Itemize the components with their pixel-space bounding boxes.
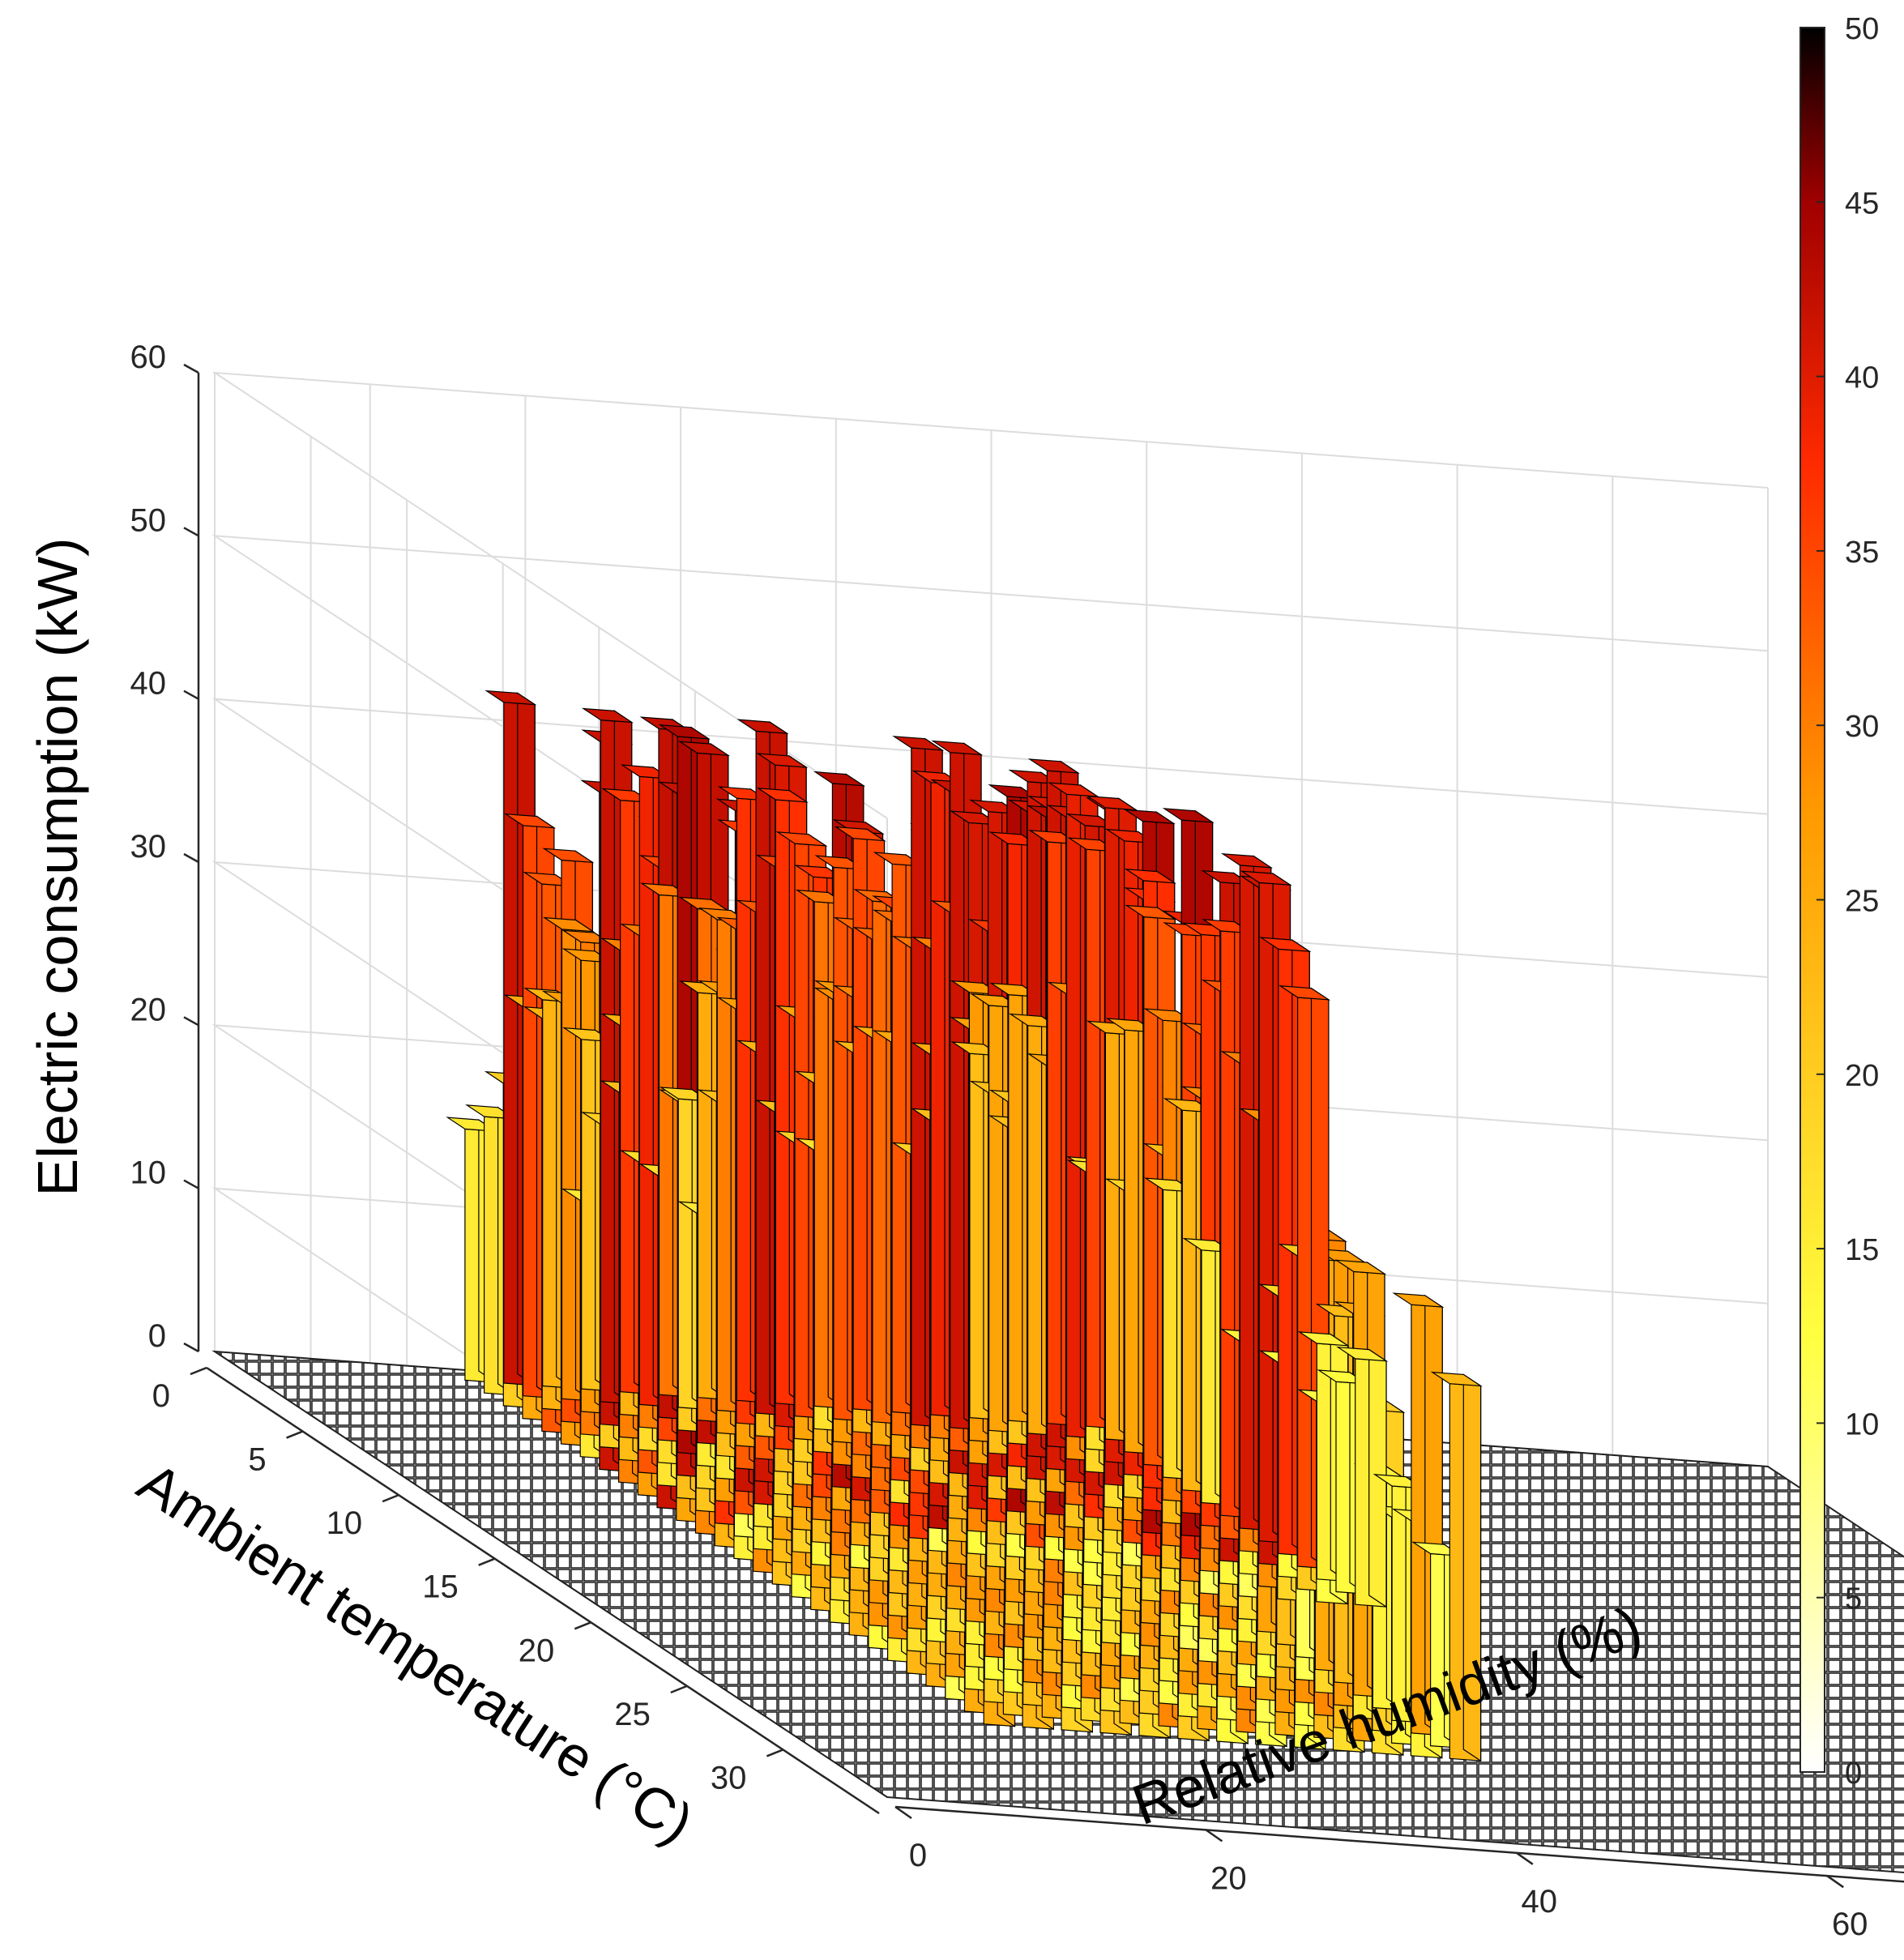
bar-top — [1220, 853, 1273, 869]
y-tick-mark — [766, 1749, 783, 1757]
bar-top — [1124, 869, 1176, 884]
bar-top — [1336, 1346, 1389, 1362]
colorbar-tick-label: 0 — [1845, 1757, 1862, 1791]
y-tick-label: 5 — [248, 1442, 266, 1478]
z-tick-mark — [183, 1342, 199, 1353]
bar-top — [1125, 904, 1177, 920]
bar-top — [1162, 808, 1215, 823]
bar-top — [581, 707, 634, 724]
bar-top — [1334, 1259, 1387, 1275]
y-tick-label: 25 — [614, 1697, 651, 1732]
bar-top — [1430, 1371, 1483, 1387]
y-tick-mark — [382, 1493, 399, 1503]
x-tick-label: 40 — [1522, 1884, 1558, 1919]
z-tick-mark — [183, 527, 199, 537]
bar-top — [1278, 985, 1331, 1001]
x-tick-mark — [1205, 1829, 1223, 1843]
bar-top — [756, 753, 809, 768]
bar-top — [813, 771, 866, 787]
z-tick-mark — [183, 363, 199, 374]
z-tick-label: 10 — [130, 1155, 167, 1191]
colorbar-tick-label: 45 — [1845, 186, 1879, 220]
x-tick-label: 60 — [1832, 1907, 1868, 1942]
z-tick-mark — [183, 852, 199, 864]
z-tick-mark — [183, 1179, 199, 1189]
y-tick-mark — [478, 1557, 496, 1566]
z-tick-label: 60 — [130, 339, 167, 375]
z-tick-mark — [183, 1016, 199, 1027]
x-tick-mark — [1826, 1875, 1844, 1889]
x-tick-mark — [1516, 1851, 1534, 1865]
colorbar-tick-label: 25 — [1845, 885, 1879, 919]
z-tick-mark — [183, 690, 199, 700]
colorbar-tick-label: 10 — [1845, 1407, 1879, 1441]
y-tick-label: 20 — [519, 1633, 555, 1668]
y-tick-label: 10 — [327, 1505, 363, 1541]
y-tick-mark — [670, 1685, 688, 1694]
x-tick-label: 0 — [909, 1838, 927, 1873]
bar-top — [892, 736, 945, 751]
colorbar: 0 5 10 15 20 25 30 35 40 45 50 — [1799, 12, 1879, 1791]
bar-top — [542, 916, 596, 933]
bar-top — [1086, 795, 1138, 811]
y-tick-label: 15 — [422, 1569, 459, 1605]
z-axis-title: Electric consumption (kW) — [26, 538, 89, 1197]
x-tick-label: 20 — [1210, 1860, 1247, 1896]
x-tick-mark — [894, 1805, 912, 1820]
bar-top — [1240, 870, 1292, 886]
z-tick-label: 50 — [130, 502, 167, 538]
bar-top — [775, 831, 828, 847]
bar-top — [1123, 809, 1176, 825]
y-tick-mark — [190, 1366, 207, 1376]
bar-top — [1259, 937, 1312, 952]
bars — [446, 690, 1483, 1762]
bar-top — [834, 826, 886, 842]
y-tick-label: 30 — [711, 1760, 747, 1796]
z-tick-label: 0 — [148, 1318, 166, 1354]
bar-top — [1027, 758, 1080, 774]
bar-top — [677, 741, 731, 757]
bar-top — [1297, 1331, 1350, 1347]
colorbar-tick-label: 20 — [1845, 1059, 1879, 1093]
bar-top — [736, 719, 789, 734]
z-tick-label: 20 — [130, 992, 167, 1027]
bar-top — [931, 740, 984, 756]
bar-top — [756, 788, 809, 803]
y-tick-mark — [286, 1430, 304, 1439]
z-tick-label: 40 — [130, 666, 167, 702]
colorbar-tick-label: 15 — [1845, 1233, 1879, 1267]
colorbar-tick-label: 30 — [1845, 710, 1879, 744]
colorbar-tick-label: 5 — [1845, 1582, 1862, 1616]
bar-top — [503, 813, 557, 829]
colorbar-tick-label: 40 — [1845, 361, 1879, 395]
y-tick-mark — [574, 1621, 591, 1630]
grid-line — [211, 371, 1769, 819]
bar-top — [485, 690, 537, 706]
z-tick-label: 30 — [130, 829, 167, 865]
y-axis-line — [206, 1366, 880, 1815]
x-axis-line — [894, 1805, 1904, 1883]
colorbar-tick-label: 35 — [1845, 536, 1879, 570]
bar-top — [542, 848, 595, 864]
bar-top — [658, 724, 711, 740]
colorbar-tick-label: 50 — [1845, 12, 1879, 46]
bar-top — [1392, 1292, 1445, 1308]
axes: 0102030405060051015202530020406080 — [130, 339, 1904, 1942]
y-tick-label: 0 — [152, 1378, 170, 1414]
